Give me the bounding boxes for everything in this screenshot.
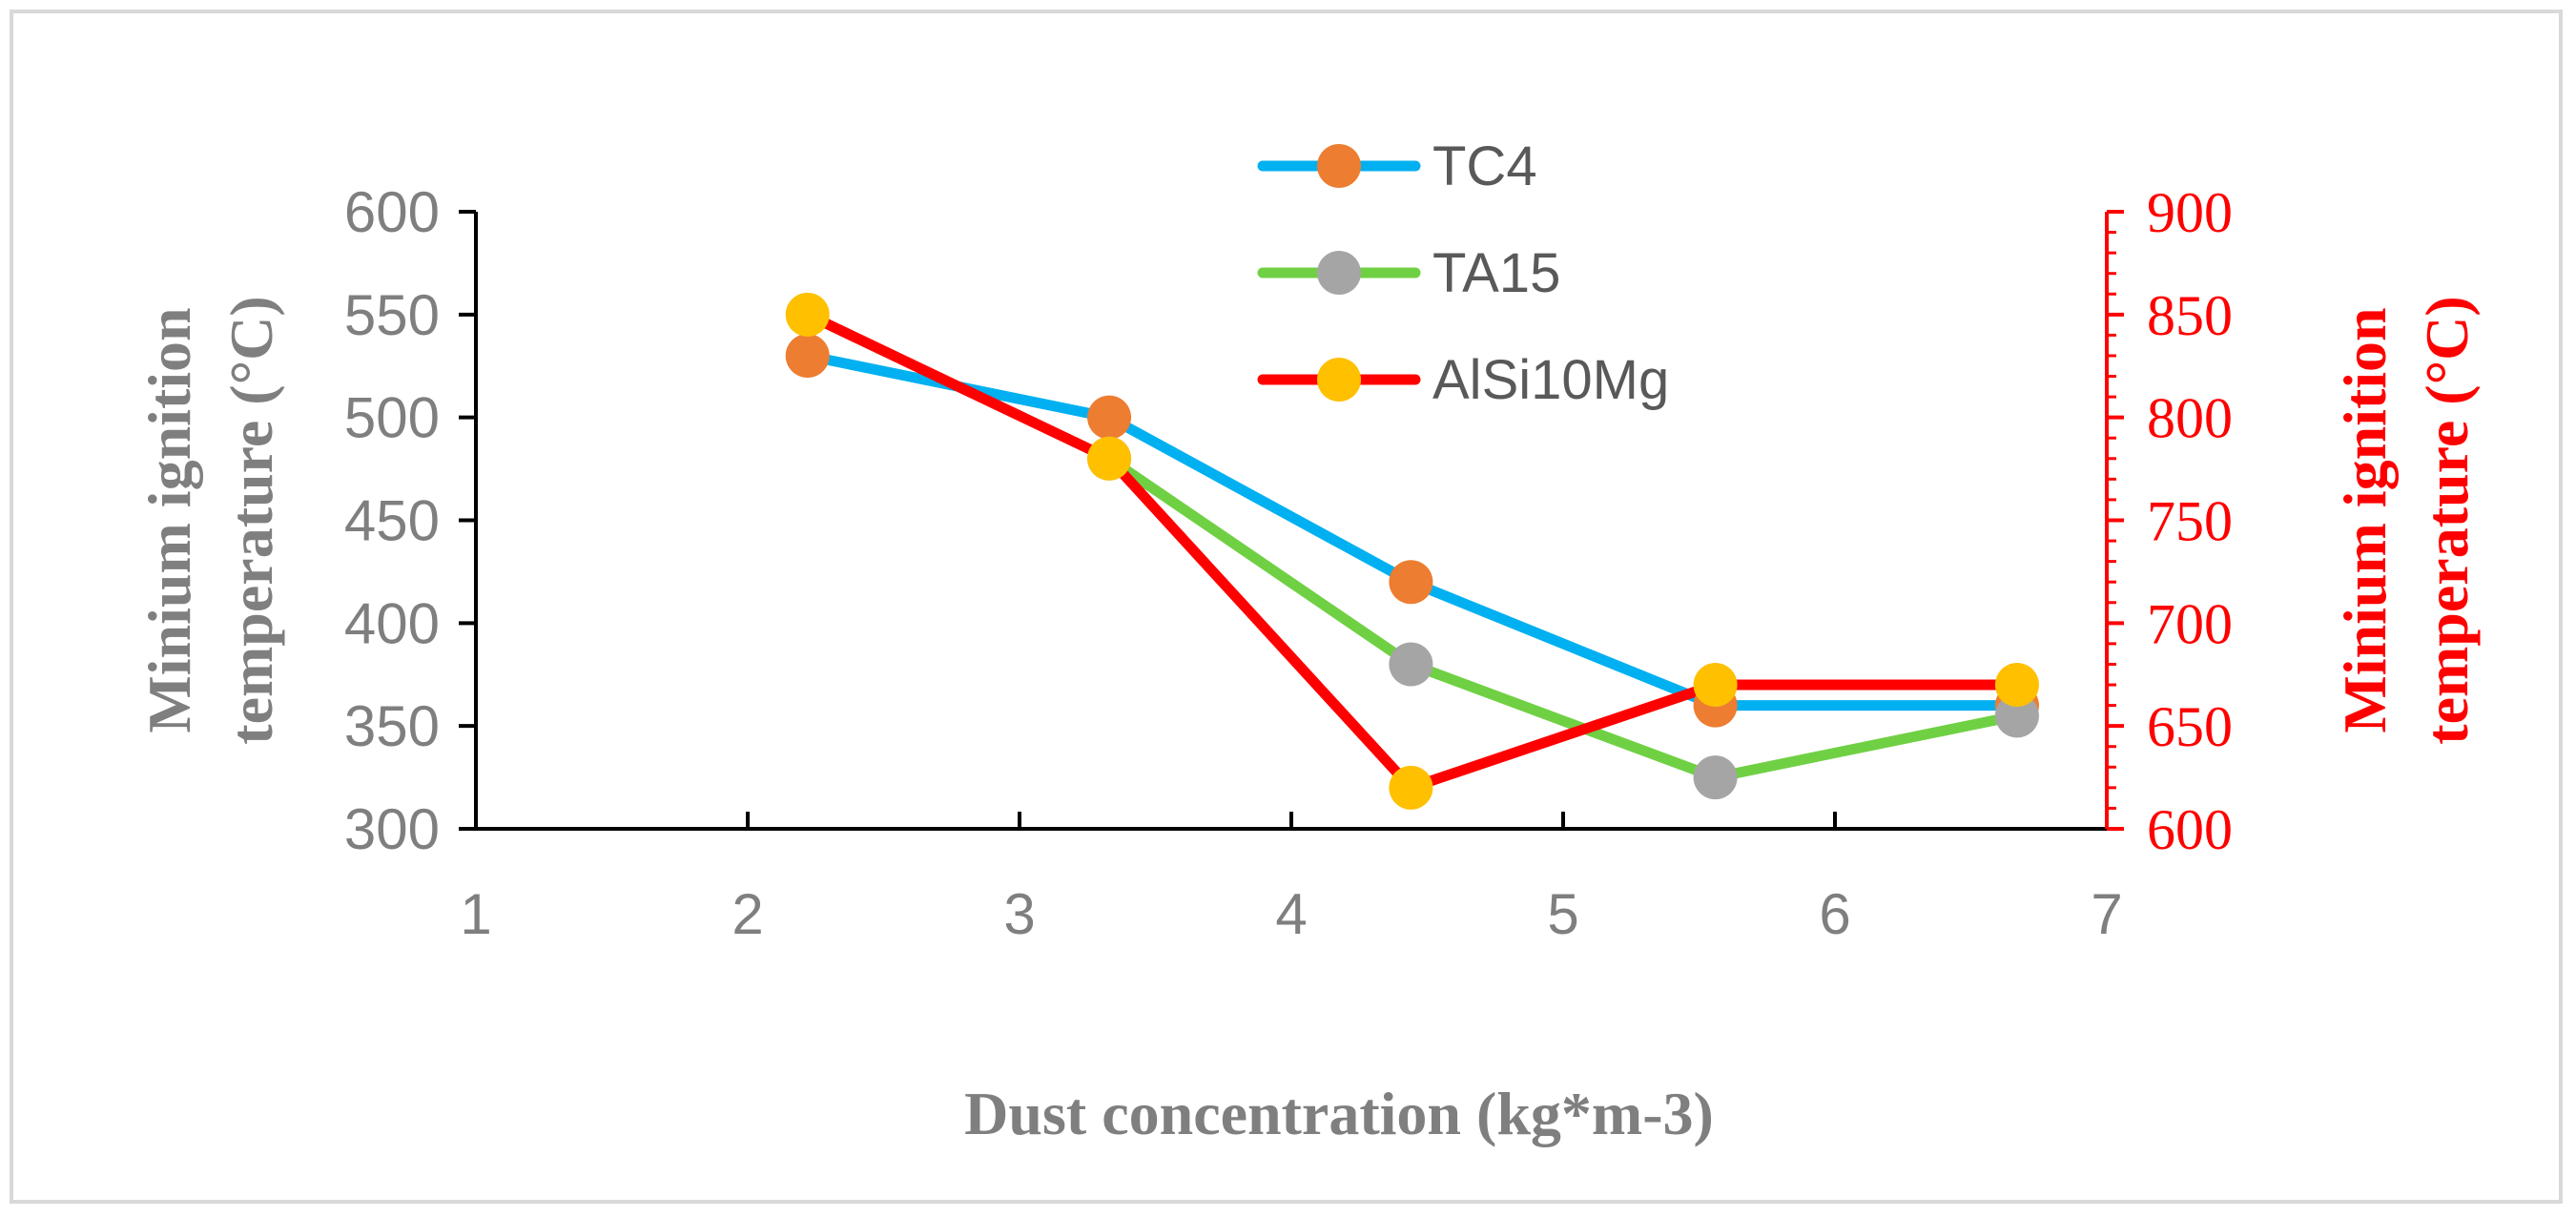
y-axis-title-left-line: Minium ignition — [135, 307, 203, 732]
line-chart: 600 550 500 450 400 350 300 900 850 800 750 700 650 6… — [135, 135, 2481, 1147]
x-tick-label: 1 — [460, 882, 491, 946]
y-axis-title-right-line: temperature (°C) — [2413, 296, 2481, 744]
data-point-tc4 — [1087, 395, 1132, 440]
x-tick-label: 7 — [2091, 882, 2122, 946]
y-left-tick-label: 400 — [344, 591, 440, 655]
legend: TC4 TA15 AlSi10Mg — [1257, 135, 1669, 411]
data-point-ta15 — [1693, 755, 1738, 800]
y-right-tick-label: 700 — [2147, 592, 2233, 655]
data-point-alsi10mg — [1994, 663, 2039, 708]
legend-label-tc4: TC4 — [1432, 135, 1537, 197]
legend-label-alsi10mg: AlSi10Mg — [1432, 349, 1669, 411]
data-point-tc4 — [785, 333, 830, 378]
legend-swatch-marker-alsi10mg — [1317, 358, 1361, 402]
y-right-tick-label: 900 — [2147, 181, 2233, 244]
data-point-alsi10mg — [1087, 436, 1132, 481]
legend-label-ta15: TA15 — [1432, 242, 1560, 304]
data-point-tc4 — [1389, 560, 1433, 605]
y-axis-title-right-line: Minium ignition — [2331, 307, 2399, 732]
y-right-tick-label: 750 — [2147, 490, 2233, 553]
series-markers — [785, 292, 2039, 810]
y-axis-title-right: Minium ignition temperature (°C) — [2331, 296, 2481, 744]
x-tick-label: 2 — [732, 882, 763, 946]
y-left-tick-label: 550 — [344, 283, 440, 347]
y-right-tick-label: 650 — [2147, 695, 2233, 758]
y-left-tick-label: 500 — [344, 386, 440, 450]
series-line-ta15 — [1103, 453, 2023, 783]
x-tick-label: 4 — [1275, 882, 1307, 946]
y-left-tick-label: 350 — [344, 694, 440, 758]
y-left-tick-label: 300 — [344, 797, 440, 861]
y-right-tick-label: 600 — [2147, 798, 2233, 861]
x-axis-title: Dust concentration (kg*m-3) — [964, 1080, 1714, 1147]
x-tick-label: 6 — [1819, 882, 1850, 946]
y-right-tick-label: 800 — [2147, 387, 2233, 450]
axis-titles: Minium ignition temperature (°C) Minium ig… — [135, 296, 2481, 1147]
y-right-tick-label: 850 — [2147, 284, 2233, 347]
data-point-ta15 — [1994, 693, 2039, 738]
legend-swatch-marker-ta15 — [1317, 251, 1361, 295]
chart-frame: 600 550 500 450 400 350 300 900 850 800 750 700 650 6… — [10, 10, 2563, 1204]
data-point-ta15 — [1389, 642, 1433, 687]
x-tick-label: 5 — [1547, 882, 1578, 946]
y-axis-title-left-line: temperature (°C) — [217, 296, 285, 744]
data-point-alsi10mg — [785, 292, 830, 337]
data-point-alsi10mg — [1389, 765, 1433, 810]
x-tick-label: 3 — [1003, 882, 1035, 946]
series-lines — [802, 309, 2023, 794]
y-left-tick-label: 600 — [344, 180, 440, 244]
y-axis-title-left: Minium ignition temperature (°C) — [135, 296, 285, 744]
axes: 600 550 500 450 400 350 300 900 850 800 750 700 650 6… — [344, 180, 2233, 946]
y-left-tick-label: 450 — [344, 489, 440, 553]
legend-swatch-marker-tc4 — [1317, 144, 1361, 188]
data-point-alsi10mg — [1693, 663, 1738, 708]
series-line-alsi10mg — [802, 309, 2023, 794]
